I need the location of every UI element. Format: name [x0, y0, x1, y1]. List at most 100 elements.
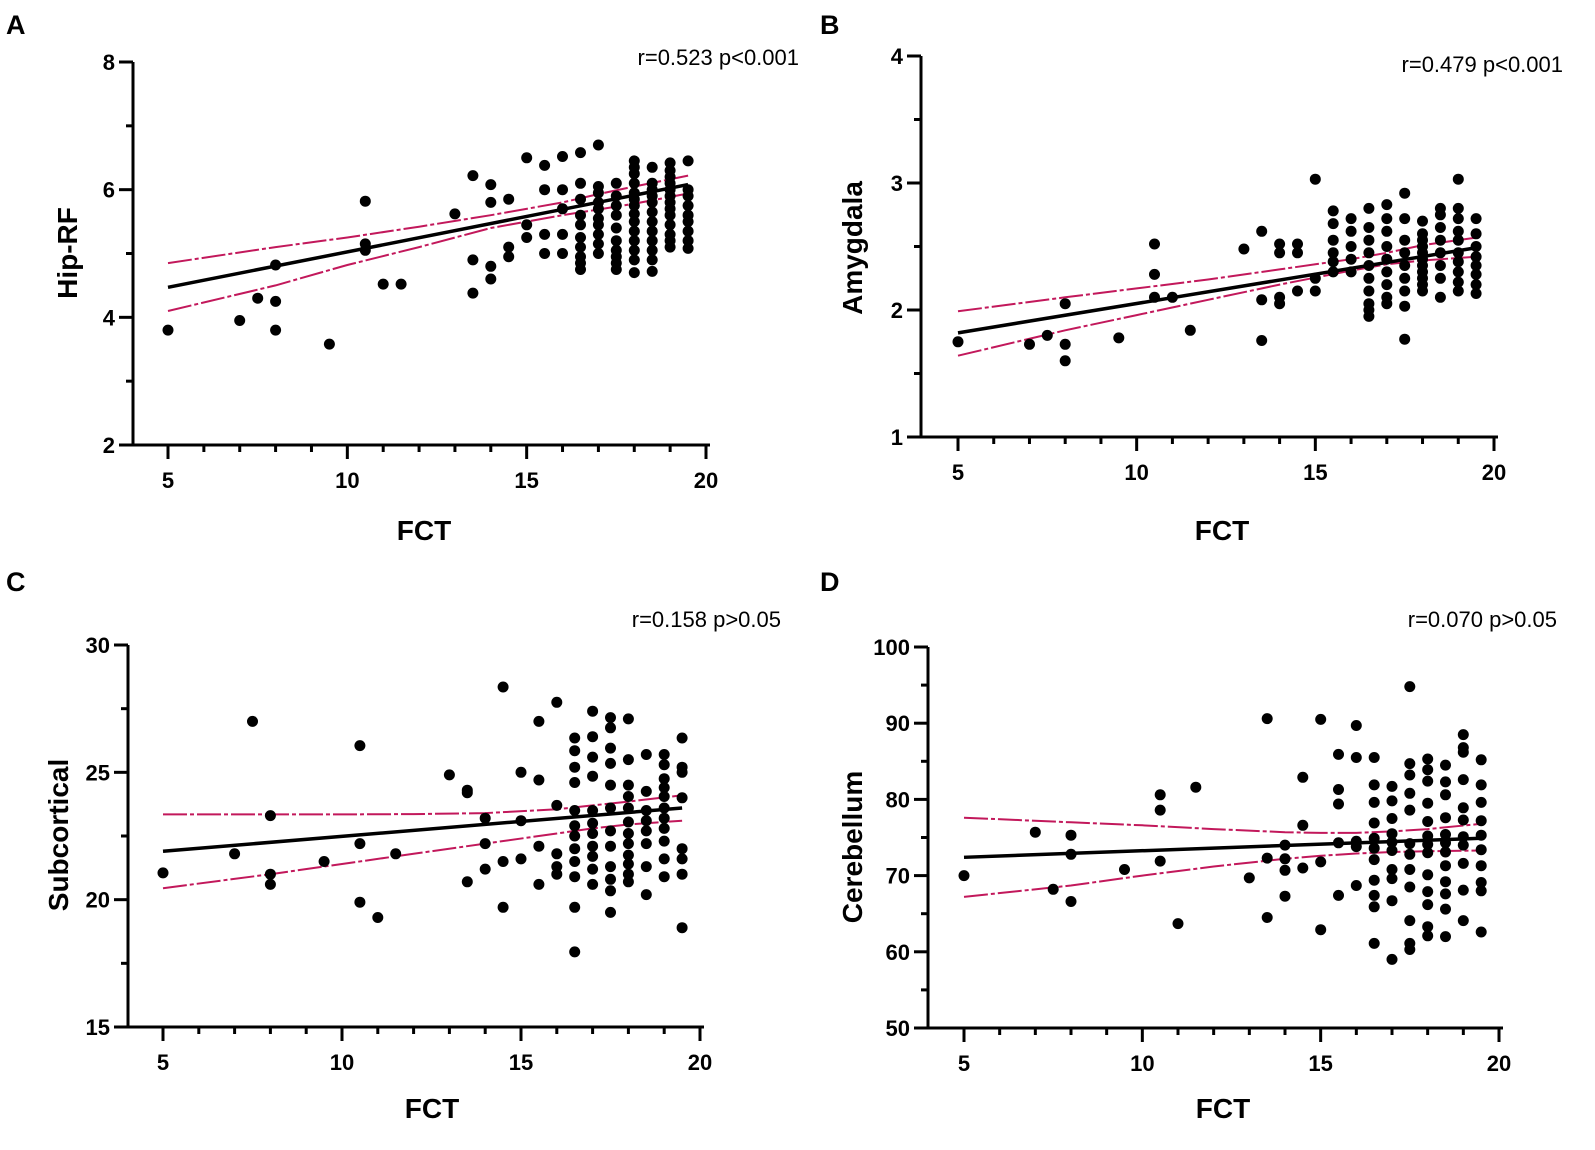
panel-d-data-point: [1440, 812, 1451, 824]
panel-c-data-point: [515, 766, 527, 778]
panel-a-data-point: [610, 222, 622, 234]
panel-d-ci-lower: [963, 849, 1482, 898]
panel-d-data-point: [1243, 872, 1255, 884]
panel-c-x-tick-label: 5: [157, 1050, 169, 1075]
panel-b-y-tick-label: 2: [891, 298, 903, 323]
panel-a-data-point: [664, 157, 676, 169]
panel-c-data-point: [587, 770, 599, 782]
panel-b-data-point: [1452, 173, 1464, 185]
panel-c-data-point: [640, 825, 652, 837]
panel-c-data-point: [479, 863, 491, 875]
panel-a-data-point: [575, 209, 586, 221]
panel-b-data-point: [1399, 285, 1411, 297]
panel-c-data-point: [157, 867, 169, 879]
panel-b-data-point: [1381, 298, 1393, 310]
panel-d-data-point: [1404, 804, 1416, 816]
panel-b-data-point: [1292, 238, 1303, 250]
panel-a-data-point: [359, 195, 371, 207]
panel-a-data-point: [682, 225, 694, 237]
panel-c-x-tick-label: 10: [330, 1050, 354, 1075]
panel-b-data-point: [1381, 279, 1393, 291]
panel-d-data-point: [1475, 754, 1487, 766]
panel-c-data-point: [658, 812, 670, 824]
panel-c-data-point: [640, 861, 652, 873]
panel-d-y-tick-label: 90: [886, 711, 910, 736]
panel-c-data-point: [622, 868, 634, 880]
panel-b-data-point: [1113, 332, 1125, 344]
panel-c-data-point: [497, 681, 509, 693]
panel-c-data-point: [658, 749, 670, 760]
panel-c-data-point: [640, 889, 652, 901]
panel-c-data-point: [569, 871, 581, 883]
panel-d-data-point: [1333, 889, 1344, 901]
panel-c-data-point: [569, 732, 581, 744]
panel-c-data-point: [605, 779, 616, 791]
panel-a-data-point: [628, 235, 640, 247]
panel-c-data-point: [497, 901, 509, 913]
panel-c-x-tick-label: 20: [688, 1050, 712, 1075]
panel-b-data-point: [1292, 285, 1303, 297]
panel-a-data-point: [646, 225, 658, 237]
panel-b-data-point: [1345, 241, 1357, 252]
panel-b-data-point: [1434, 260, 1446, 271]
panel-b-x-tick-label: 20: [1482, 460, 1506, 485]
panel-c-data-point: [569, 856, 581, 867]
panel-c-data-point: [569, 805, 581, 816]
panel-d-data-point: [1333, 798, 1344, 810]
panel-c-data-point: [640, 838, 652, 850]
panel-b-data-point: [1399, 247, 1411, 259]
panel-c-data-point: [247, 715, 258, 727]
panel-d-data-point: [1279, 890, 1291, 902]
panel-a-x-tick-label: 10: [335, 468, 359, 493]
panel-d-data-point: [1119, 864, 1130, 875]
panel-d-data-point: [1422, 816, 1434, 827]
panel-d-data-point: [1457, 857, 1469, 869]
panel-d-data-point: [1333, 748, 1344, 760]
panel-a-data-point: [682, 235, 694, 247]
panel-a-data-point: [628, 225, 640, 237]
panel-d-data-point: [1422, 753, 1434, 765]
panel-b-y-tick-label: 4: [891, 44, 904, 69]
panel-c-data-point: [533, 774, 545, 786]
panel-d-data-point: [1422, 899, 1434, 911]
panel-b-regression-line: [957, 246, 1477, 335]
panel-a-data-point: [270, 324, 282, 336]
panel-b-data-point: [1452, 213, 1464, 225]
panel-c-data-point: [551, 868, 563, 880]
panel-d-data-point: [1457, 774, 1469, 786]
panel-b-data-point: [1184, 324, 1196, 336]
panel-b-data-point: [1452, 225, 1464, 237]
panel-a-data-point: [323, 338, 335, 350]
panel-b-data-point: [1363, 247, 1375, 259]
panel-d-data-point: [1422, 921, 1434, 933]
panel-c-data-point: [497, 856, 509, 867]
panel-c-data-point: [264, 878, 276, 890]
panel-a-data-point: [234, 315, 246, 326]
panel-c-data-point: [587, 805, 599, 816]
panel-b-y-axis-label: Amygdala: [837, 181, 868, 315]
panel-d-data-point: [1386, 795, 1398, 807]
panel-c-data-point: [569, 830, 581, 842]
panel-c-data-point: [569, 745, 581, 757]
panel-b-data-point: [1381, 199, 1393, 211]
panel-c-data-point: [533, 840, 545, 852]
panel-c-data-point: [569, 946, 581, 958]
panel-c-y-tick-label: 20: [86, 888, 110, 913]
panel-a-data-point: [592, 228, 604, 240]
panel-a-data-point: [646, 161, 658, 173]
panel-b: B r=0.479 p<0.001 Amygdala FCT 1 2 3 4 5 10 15…: [820, 10, 1563, 546]
panel-b-y-tick-label: 3: [891, 171, 903, 196]
panel-d-data-point: [1422, 847, 1434, 859]
panel-d-data-point: [1440, 776, 1451, 788]
panel-a-data-point: [503, 251, 515, 263]
panel-b-data-point: [1274, 238, 1286, 250]
panel-c-data-point: [676, 853, 688, 865]
panel-d-data-point: [1440, 903, 1451, 915]
panel-b-data-point: [1309, 173, 1321, 185]
panel-d-data-point: [1172, 918, 1184, 930]
panel-b-data-point: [1256, 335, 1268, 346]
panel-c-data-point: [587, 863, 599, 875]
panel-a-y-tick-label: 2: [103, 433, 115, 458]
panel-d-data-point: [1368, 842, 1380, 854]
panel-a-data-point: [575, 232, 586, 243]
